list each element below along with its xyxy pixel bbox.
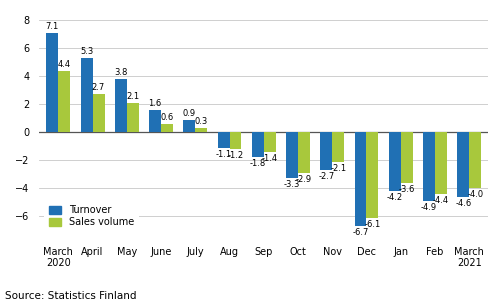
Text: -4.6: -4.6 <box>455 199 471 208</box>
Bar <box>115 79 127 132</box>
Bar <box>252 132 264 157</box>
Bar <box>149 110 161 132</box>
Text: 2.7: 2.7 <box>92 83 105 92</box>
Bar <box>469 132 481 188</box>
Bar <box>401 132 413 183</box>
Bar <box>58 71 70 132</box>
Text: 0.6: 0.6 <box>160 113 174 122</box>
Text: 5.3: 5.3 <box>80 47 93 56</box>
Bar <box>127 103 139 132</box>
Text: -1.8: -1.8 <box>249 160 266 168</box>
Text: -3.3: -3.3 <box>284 181 300 189</box>
Text: 2.1: 2.1 <box>126 92 140 101</box>
Bar <box>230 132 242 149</box>
Text: 0.9: 0.9 <box>183 109 196 118</box>
Text: 1.6: 1.6 <box>148 99 162 108</box>
Bar <box>457 132 469 197</box>
Bar <box>80 58 93 132</box>
Bar <box>46 33 58 132</box>
Bar <box>217 132 230 148</box>
Bar <box>354 132 366 226</box>
Text: -4.9: -4.9 <box>421 203 437 212</box>
Text: -2.1: -2.1 <box>330 164 346 173</box>
Bar <box>389 132 401 191</box>
Text: -2.7: -2.7 <box>318 172 334 181</box>
Text: 0.3: 0.3 <box>195 117 208 126</box>
Text: -2.9: -2.9 <box>296 175 312 184</box>
Bar <box>332 132 344 162</box>
Text: Source: Statistics Finland: Source: Statistics Finland <box>5 291 137 301</box>
Bar <box>93 95 105 132</box>
Bar <box>298 132 310 173</box>
Text: 4.4: 4.4 <box>58 60 71 69</box>
Bar <box>161 124 173 132</box>
Bar <box>435 132 447 194</box>
Text: -6.1: -6.1 <box>364 219 381 229</box>
Bar <box>286 132 298 178</box>
Text: -4.2: -4.2 <box>387 193 403 202</box>
Text: -3.6: -3.6 <box>398 185 415 194</box>
Text: -4.4: -4.4 <box>433 196 449 205</box>
Bar <box>195 128 207 132</box>
Bar <box>183 119 195 132</box>
Text: -1.1: -1.1 <box>215 150 232 159</box>
Bar <box>423 132 435 201</box>
Legend: Turnover, Sales volume: Turnover, Sales volume <box>44 200 139 232</box>
Text: -6.7: -6.7 <box>352 228 369 237</box>
Bar <box>320 132 332 170</box>
Bar <box>366 132 379 218</box>
Bar <box>264 132 276 152</box>
Text: 7.1: 7.1 <box>46 22 59 31</box>
Text: 3.8: 3.8 <box>114 68 128 77</box>
Text: -1.2: -1.2 <box>227 151 244 160</box>
Text: -1.4: -1.4 <box>262 154 278 163</box>
Text: -4.0: -4.0 <box>467 190 483 199</box>
